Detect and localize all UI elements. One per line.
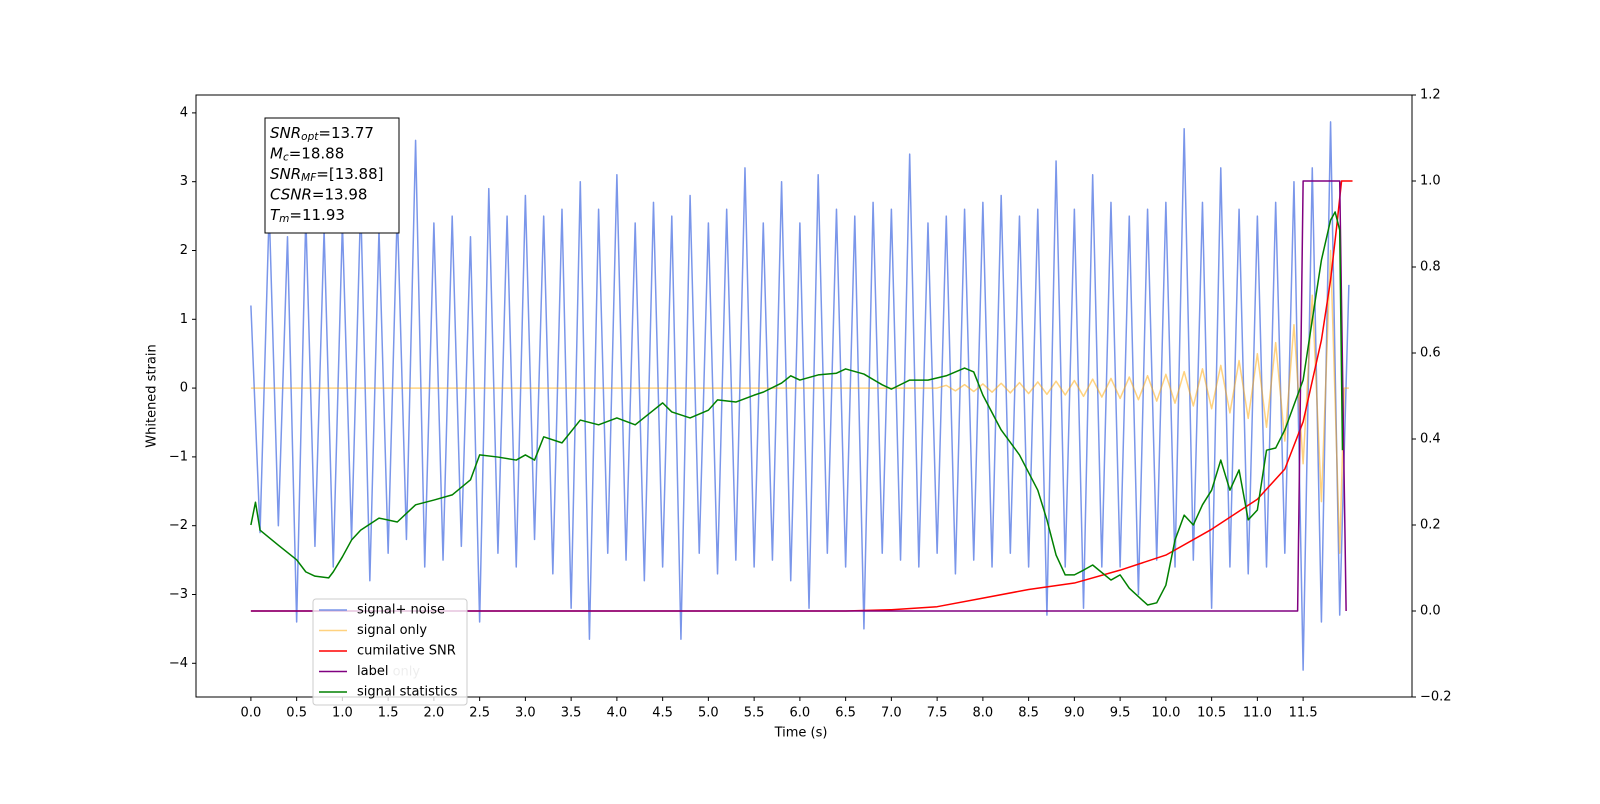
x-tick-label: 11.5 — [1289, 706, 1318, 721]
x-tick-label: 1.5 — [378, 706, 399, 721]
annotation-symbol: SNR — [270, 165, 301, 183]
annotation-symbol: CSNR — [270, 185, 312, 203]
annotation-subscript: opt — [301, 131, 319, 143]
y-tick-label: 0 — [180, 381, 188, 396]
annotation-line: CSNR=13.98 — [270, 185, 367, 203]
annotation: SNRopt=13.77Mc=18.88SNRMF=[13.88]CSNR=13… — [270, 124, 384, 226]
y2-tick-label: 1.2 — [1420, 88, 1441, 103]
annotation-symbol: T — [270, 206, 281, 224]
x-tick-label: 4.5 — [652, 706, 673, 721]
legend-label: cumilative SNR — [357, 644, 456, 659]
legend-label: signal+ noise — [357, 603, 445, 618]
y2-tick-label: 0.8 — [1420, 260, 1441, 275]
annotation-value: =18.88 — [289, 144, 345, 162]
legend-label: signal statistics — [357, 685, 458, 700]
series-line — [250, 180, 1353, 612]
y2-tick-label: 0.0 — [1420, 604, 1441, 619]
annotation-subscript: m — [279, 213, 289, 225]
series-line — [250, 249, 1349, 554]
y-tick-label: −2 — [169, 518, 188, 533]
y2-tick-label: −0.2 — [1420, 690, 1452, 705]
x-tick-label: 0.5 — [286, 706, 307, 721]
legend-label: label — [357, 664, 388, 679]
y-tick-label: 1 — [180, 312, 188, 327]
annotation-symbol: SNR — [270, 124, 301, 142]
annotation-value: =11.93 — [289, 206, 345, 224]
x-tick-label: 2.5 — [469, 706, 490, 721]
series-line — [250, 180, 1347, 612]
x-tick-label: 9.5 — [1110, 706, 1131, 721]
x-tick-label: 2.0 — [424, 706, 445, 721]
legend-box — [312, 598, 468, 706]
x-tick-label: 0.0 — [241, 706, 262, 721]
axes-frame — [195, 94, 1413, 698]
x-tick-label: 3.5 — [561, 706, 582, 721]
annotation-value: =13.77 — [318, 124, 374, 142]
annotation-line: Tm=11.93 — [270, 206, 345, 226]
x-tick-label: 8.5 — [1018, 706, 1039, 721]
x-tick-label: 5.0 — [698, 706, 719, 721]
annotation-subscript: MF — [301, 172, 317, 184]
annotation-value: =13.98 — [312, 185, 368, 203]
annotation-symbol: M — [270, 144, 283, 162]
x-tick-label: 6.5 — [835, 706, 856, 721]
y-tick-label: −4 — [169, 656, 188, 671]
y-tick-label: 3 — [180, 174, 188, 189]
x-tick-label: 6.0 — [790, 706, 811, 721]
y2-tick-label: 0.2 — [1420, 518, 1441, 533]
annotation-box — [264, 117, 400, 234]
x-tick-label: 10.5 — [1197, 706, 1226, 721]
y2-tick-label: 0.4 — [1420, 432, 1441, 447]
x-tick-label: 5.5 — [744, 706, 765, 721]
x-tick-label: 7.5 — [927, 706, 948, 721]
x-tick-label: 4.0 — [607, 706, 628, 721]
x-tick-label: 3.0 — [515, 706, 536, 721]
y-tick-label: 4 — [180, 105, 188, 120]
x-tick-label: 7.0 — [881, 706, 902, 721]
series-line — [250, 121, 1350, 671]
y-tick-label: 2 — [180, 243, 188, 258]
annotation-line: SNRMF=[13.88] — [270, 165, 384, 185]
series-line — [250, 211, 1344, 606]
annotation-line: Mc=18.88 — [270, 144, 344, 164]
annotation-subscript: c — [283, 152, 289, 164]
x-tick-label: 8.0 — [973, 706, 994, 721]
y-tick-label: −1 — [169, 449, 188, 464]
annotation-value: =[13.88] — [316, 165, 383, 183]
x-tick-label: 10.0 — [1151, 706, 1180, 721]
y-tick-label: −3 — [169, 587, 188, 602]
x-tick-label: 9.0 — [1064, 706, 1085, 721]
y2-tick-label: 1.0 — [1420, 174, 1441, 189]
y2-tick-label: 0.6 — [1420, 346, 1441, 361]
x-tick-label: 11.0 — [1243, 706, 1272, 721]
x-axis-label: Time (s) — [774, 726, 828, 741]
plot-area — [250, 121, 1353, 671]
legend-label: signal only — [357, 623, 427, 638]
x-tick-label: 1.0 — [332, 706, 353, 721]
annotation-line: SNRopt=13.77 — [270, 124, 374, 144]
y-axis-label: Whitened strain — [145, 344, 160, 447]
